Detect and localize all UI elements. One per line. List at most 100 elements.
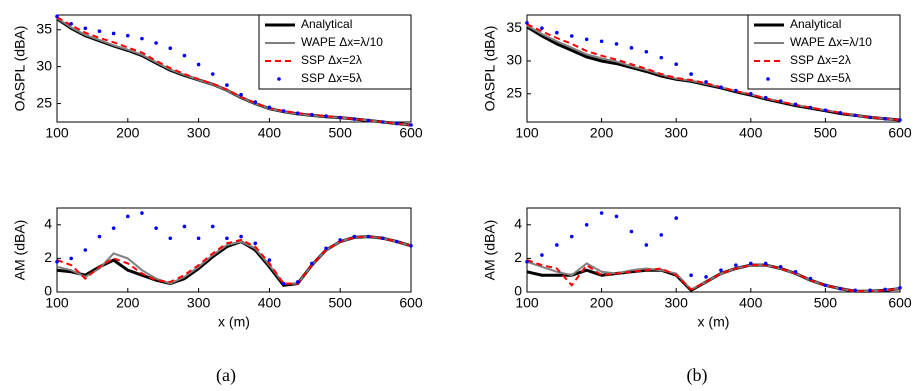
- y-tick-label: 4: [44, 216, 52, 232]
- data-point: [225, 83, 229, 87]
- x-tick-label: 100: [45, 125, 69, 141]
- data-point: [111, 226, 116, 230]
- data-point: [838, 286, 843, 291]
- data-point: [210, 72, 215, 76]
- data-point: [324, 114, 328, 118]
- y-axis-label: AM (dBA): [12, 220, 28, 281]
- data-point: [281, 109, 286, 113]
- data-point: [629, 229, 634, 234]
- x-tick-label: 200: [116, 125, 140, 141]
- data-point: [97, 29, 102, 34]
- y-tick-label: 35: [36, 20, 52, 36]
- plot-area: [56, 207, 412, 293]
- x-tick-label: 400: [258, 125, 282, 141]
- legend-label: SSP Δx=2λ: [790, 53, 851, 67]
- data-point: [310, 261, 314, 266]
- data-point: [883, 116, 887, 121]
- data-point: [883, 287, 887, 292]
- data-point: [295, 280, 300, 284]
- data-point: [253, 241, 258, 246]
- data-point: [868, 115, 872, 120]
- legend-label: Analytical: [301, 17, 352, 31]
- data-point: [97, 234, 102, 239]
- data-point: [83, 26, 88, 31]
- data-point: [868, 288, 872, 293]
- data-point: [763, 95, 768, 100]
- data-point: [599, 211, 604, 215]
- data-point: [310, 112, 314, 117]
- data-point: [225, 236, 229, 241]
- data-point: [267, 258, 272, 262]
- data-point: [569, 34, 574, 38]
- legend-swatch: [277, 77, 281, 81]
- y-tick-label: 0: [514, 283, 522, 299]
- data-point: [352, 117, 357, 121]
- legend-label: WAPE Δx=λ/10: [301, 35, 383, 49]
- data-point: [614, 214, 619, 219]
- data-point: [395, 121, 399, 126]
- x-tick-label: 600: [399, 125, 423, 141]
- x-tick-label: 600: [888, 295, 912, 311]
- y-tick-label: 30: [506, 52, 522, 68]
- caption: (b): [687, 365, 708, 386]
- y-tick-label: 30: [36, 57, 52, 73]
- data-point: [196, 62, 201, 67]
- x-axis-label: x (m): [698, 314, 730, 330]
- x-tick-label: 100: [515, 125, 539, 141]
- x-tick-label: 600: [399, 295, 423, 311]
- legend-label: WAPE Δx=λ/10: [790, 35, 872, 49]
- data-point: [674, 62, 678, 67]
- x-tick-label: 100: [515, 295, 539, 311]
- y-axis-label: AM (dBA): [482, 220, 498, 281]
- data-point: [778, 265, 783, 269]
- data-point: [719, 268, 723, 272]
- data-point: [352, 234, 357, 239]
- data-point: [338, 238, 343, 242]
- data-point: [704, 80, 708, 84]
- data-point: [614, 42, 619, 46]
- data-point: [140, 211, 144, 215]
- data-point: [324, 246, 328, 251]
- data-point: [366, 118, 371, 123]
- legend-label: SSP Δx=5λ: [301, 71, 362, 85]
- data-point: [659, 233, 664, 237]
- data-point: [281, 281, 286, 286]
- data-point: [154, 41, 158, 45]
- data-point: [853, 113, 858, 118]
- x-tick-label: 300: [665, 125, 689, 141]
- data-point: [555, 30, 559, 35]
- data-point: [704, 275, 708, 279]
- data-point: [267, 105, 272, 110]
- x-tick-label: 500: [814, 125, 838, 141]
- data-point: [569, 234, 574, 239]
- y-tick-label: 4: [514, 216, 522, 232]
- x-tick-label: 500: [329, 295, 353, 311]
- data-point: [689, 273, 693, 278]
- data-point: [239, 234, 243, 239]
- data-point: [898, 118, 902, 122]
- data-point: [140, 36, 144, 41]
- data-point: [689, 72, 693, 76]
- y-tick-label: 2: [514, 249, 522, 265]
- data-point: [210, 224, 215, 229]
- data-point: [659, 55, 664, 60]
- data-point: [823, 283, 828, 288]
- data-point: [83, 248, 88, 252]
- data-line: [526, 259, 901, 293]
- data-point: [295, 111, 300, 115]
- data-point: [409, 244, 413, 248]
- x-tick-label: 300: [187, 125, 211, 141]
- x-tick-label: 100: [45, 295, 69, 311]
- data-point: [584, 223, 589, 227]
- data-point: [719, 85, 723, 90]
- caption: (a): [216, 365, 236, 386]
- legend-swatch: [766, 77, 770, 81]
- data-point: [380, 120, 385, 124]
- data-point: [239, 92, 243, 97]
- x-tick-label: 300: [665, 295, 689, 311]
- data-point: [55, 259, 59, 264]
- data-point: [838, 111, 843, 115]
- data-point: [599, 39, 604, 44]
- data-line: [56, 235, 412, 285]
